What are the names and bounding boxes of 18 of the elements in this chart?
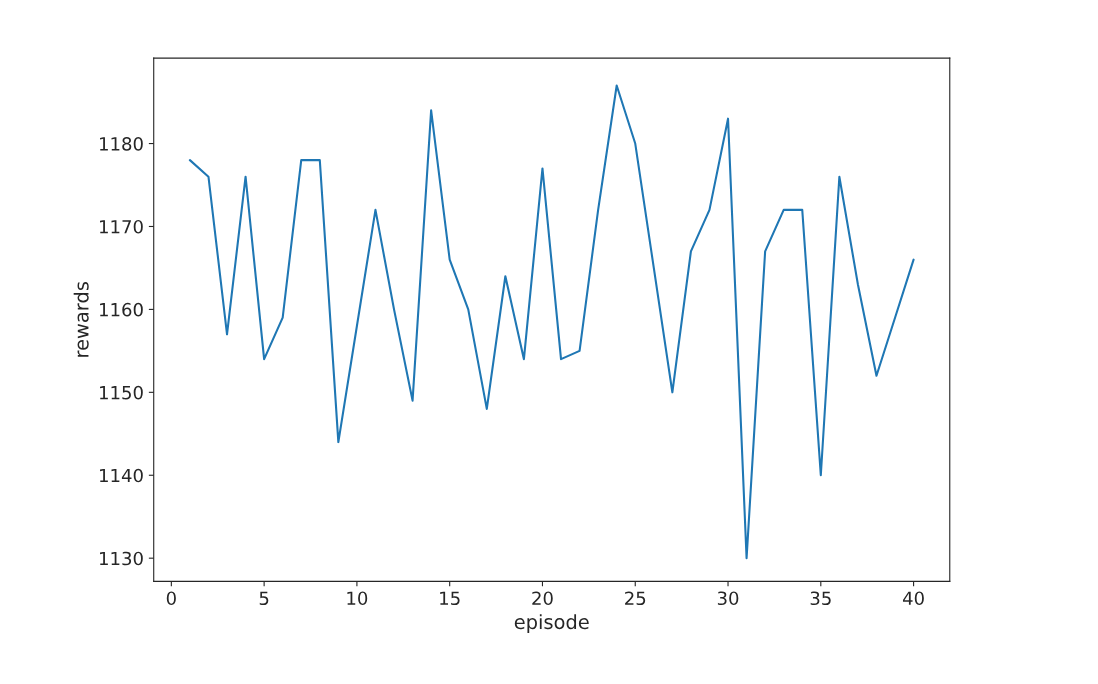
x-tick-label: 30 bbox=[717, 591, 739, 606]
y-tick-label: 1180 bbox=[100, 137, 143, 151]
x-axis-title: episode bbox=[514, 614, 589, 633]
x-tick-label: 40 bbox=[902, 591, 924, 606]
x-tick-label: 35 bbox=[810, 591, 831, 606]
x-tick-label: 25 bbox=[625, 591, 646, 606]
y-axis-title: rewards bbox=[73, 281, 89, 357]
x-tick-label: 0 bbox=[166, 591, 176, 606]
x-tick-label: 10 bbox=[347, 591, 368, 606]
y-tick-label: 1140 bbox=[100, 468, 143, 483]
y-tick-label: 1150 bbox=[100, 385, 143, 400]
x-tick-label: 5 bbox=[259, 591, 269, 606]
x-tick-label: 15 bbox=[440, 591, 460, 606]
y-tick-label: 1160 bbox=[100, 302, 143, 317]
y-tick-label: 1130 bbox=[100, 551, 143, 566]
line-series bbox=[188, 84, 915, 560]
y-tick-label: 1170 bbox=[100, 219, 143, 234]
x-tick-label: 20 bbox=[532, 591, 553, 606]
